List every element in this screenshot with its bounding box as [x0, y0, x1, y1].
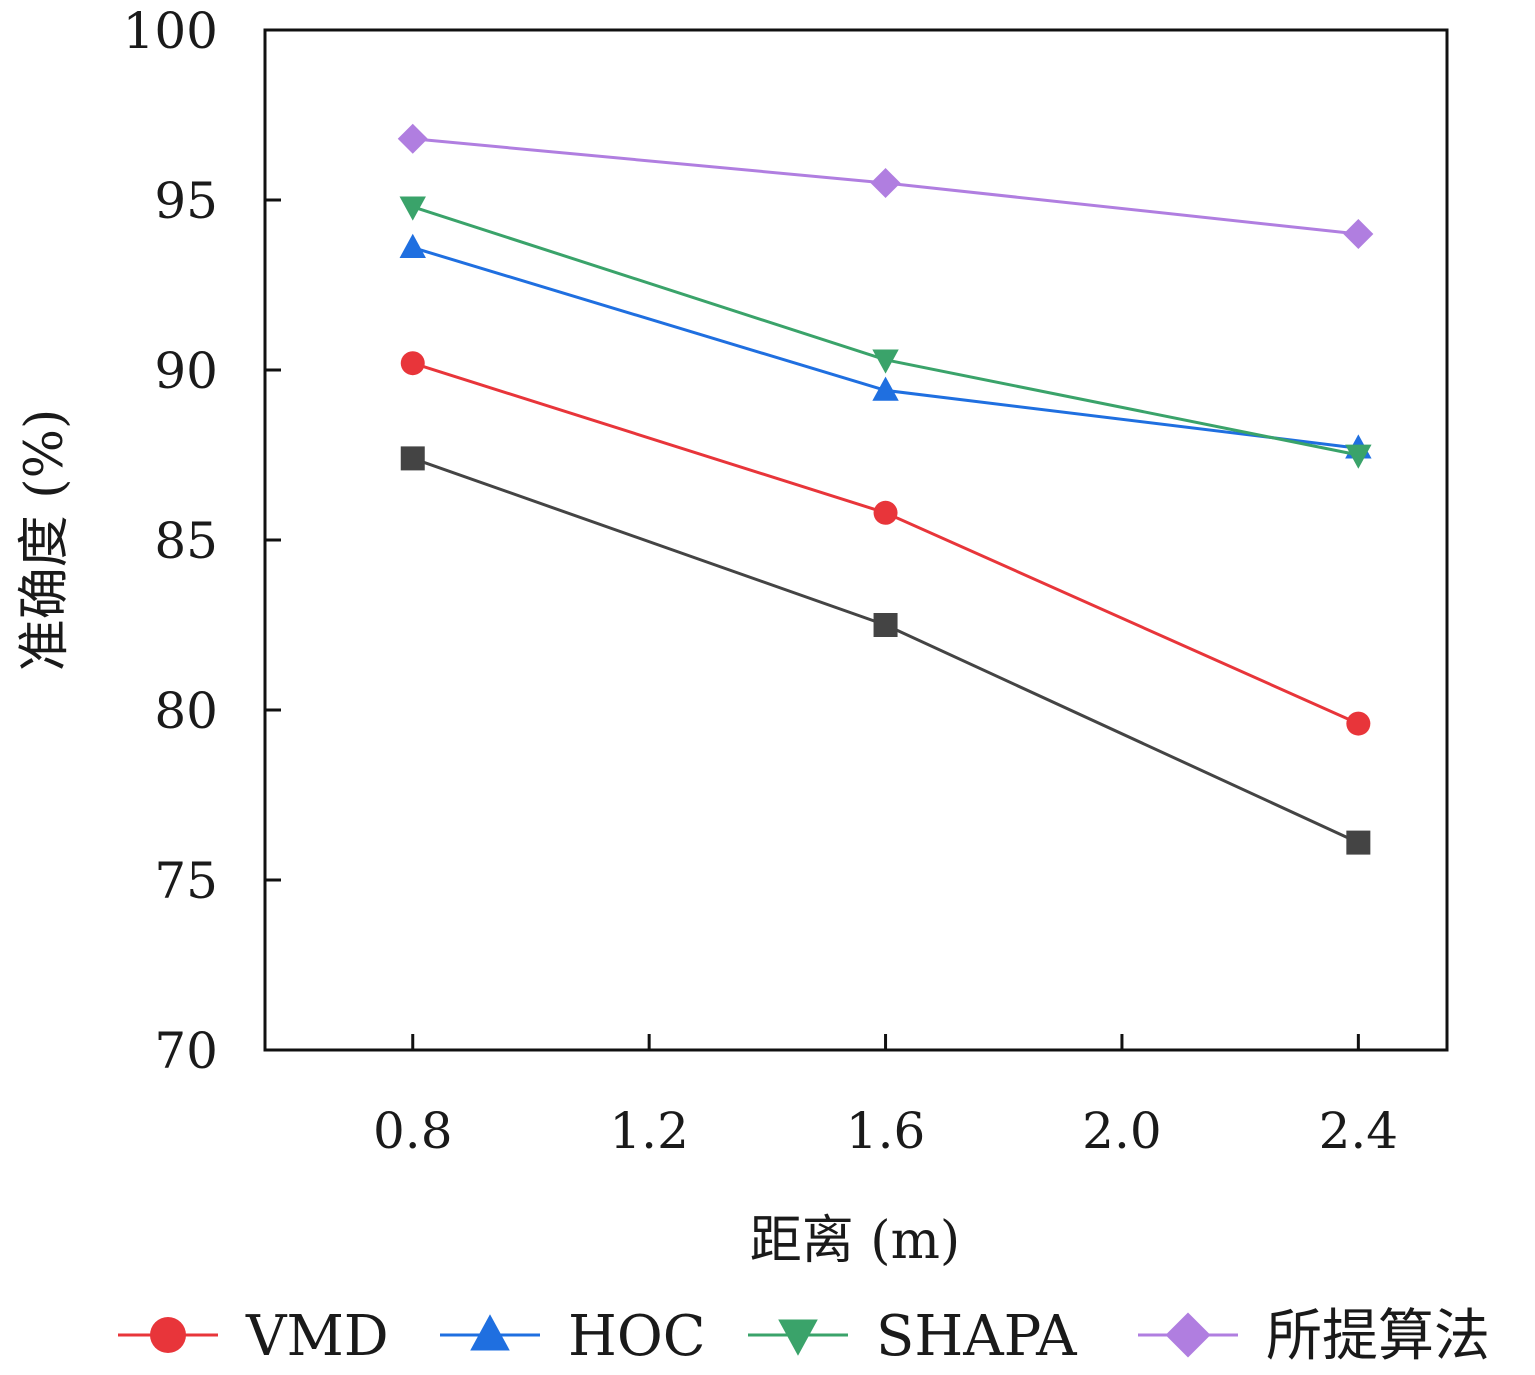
- legend-item: SHAPA: [748, 1304, 1077, 1369]
- x-tick-label: 1.6: [846, 1102, 926, 1160]
- y-axis-title: 准确度 (%): [15, 409, 75, 672]
- legend-label: HOC: [568, 1304, 706, 1369]
- legend: VMD HOC SHAPA 所提算法: [118, 1304, 1490, 1369]
- series-line: [412, 361, 1359, 725]
- series-所提算法: [397, 123, 1374, 249]
- data-point: [400, 446, 425, 471]
- y-tick-label: 85: [154, 512, 218, 570]
- legend-marker: [778, 1319, 818, 1356]
- series-VMD: [400, 351, 1371, 736]
- series-line: [412, 205, 1359, 457]
- series-SHAPA: [399, 196, 1372, 469]
- y-tick-label: 100: [123, 2, 218, 60]
- x-tick-label: 1.2: [609, 1102, 689, 1160]
- data-point: [873, 613, 898, 637]
- y-tick-label: 90: [154, 342, 218, 400]
- legend-label: SHAPA: [876, 1304, 1077, 1369]
- legend-item: 所提算法: [1138, 1304, 1490, 1369]
- series-layer: [397, 123, 1374, 855]
- data-point: [872, 376, 899, 401]
- y-tick-label: 80: [154, 682, 218, 740]
- x-tick-label: 0.8: [373, 1102, 453, 1160]
- y-axis: 70 75 80 85 90 95 100: [123, 2, 281, 1080]
- data-point: [870, 168, 901, 198]
- data-point: [1346, 711, 1371, 736]
- legend-label: VMD: [245, 1304, 389, 1369]
- plot-frame: [263, 28, 1449, 1052]
- legend-item: HOC: [440, 1304, 706, 1369]
- x-axis-title: 距离 (m): [750, 1211, 960, 1271]
- legend-marker: [150, 1317, 186, 1353]
- x-tick-label: 2.4: [1319, 1102, 1399, 1160]
- plot-area: [263, 28, 1449, 1052]
- legend-marker: [1165, 1312, 1211, 1358]
- series-line: [412, 246, 1359, 450]
- y-tick-label: 70: [154, 1022, 218, 1080]
- data-point: [1346, 830, 1371, 855]
- data-point: [399, 233, 426, 258]
- data-point: [400, 351, 425, 376]
- data-point: [1343, 219, 1374, 249]
- series-baseline: [400, 446, 1371, 855]
- legend-marker: [470, 1314, 510, 1351]
- legend-item: VMD: [118, 1304, 389, 1369]
- x-tick-label: 2.0: [1082, 1102, 1162, 1160]
- data-point: [399, 196, 426, 221]
- data-point: [872, 349, 899, 374]
- y-tick-label: 75: [154, 852, 218, 910]
- data-point: [397, 123, 428, 154]
- data-point: [1345, 444, 1372, 469]
- y-tick-label: 95: [154, 172, 218, 230]
- legend-label: 所提算法: [1266, 1304, 1490, 1369]
- data-point: [873, 500, 898, 525]
- x-axis: 0.8 1.2 1.6 2.0 2.4: [373, 1034, 1398, 1160]
- series-HOC: [399, 233, 1372, 459]
